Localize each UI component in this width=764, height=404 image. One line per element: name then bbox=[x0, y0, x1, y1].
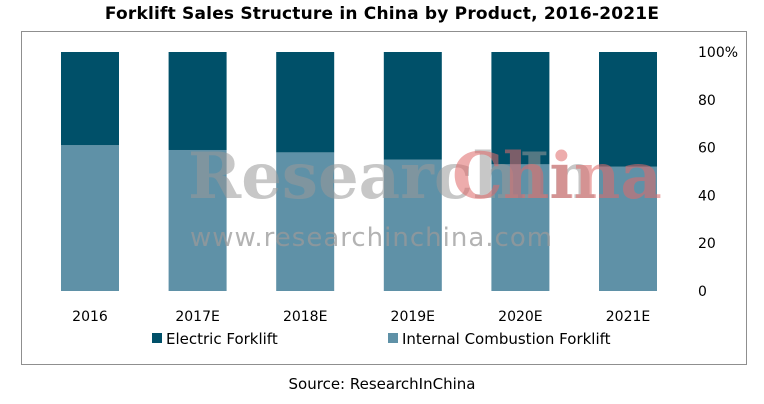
y-tick-label: 100% bbox=[698, 45, 738, 61]
bar-electric-2020E bbox=[491, 52, 550, 165]
x-tick-label: 2020E bbox=[498, 309, 542, 325]
bar-internal-combustion-2021E bbox=[599, 166, 657, 291]
bar-internal-combustion-2016 bbox=[61, 145, 119, 291]
bar-electric-2016 bbox=[61, 52, 119, 146]
watermark: ResearchIn China www.researchinchina.com bbox=[188, 139, 662, 253]
bar-internal-combustion-2019E bbox=[383, 159, 442, 291]
x-tick-label: 2021E bbox=[606, 309, 650, 325]
x-tick-label: 2019E bbox=[391, 309, 435, 325]
x-tick-label: 2017E bbox=[175, 309, 219, 325]
source-note: Source: ResearchInChina bbox=[288, 375, 476, 393]
y-tick-label: 40 bbox=[698, 188, 716, 204]
bar-electric-2018E bbox=[276, 52, 335, 153]
y-tick-label: 0 bbox=[698, 284, 707, 300]
y-tick-label: 20 bbox=[698, 236, 716, 252]
x-axis-ticks: 2016 2017E 2018E 2019E 2020E 2021E bbox=[72, 309, 650, 325]
legend-label: Internal Combustion Forklift bbox=[402, 330, 611, 348]
y-axis-ticks: 0 20 40 60 80 100% bbox=[698, 45, 738, 300]
watermark-brand-main: ResearchIn bbox=[188, 139, 596, 214]
bar-electric-2017E bbox=[168, 52, 227, 150]
legend-swatch bbox=[152, 333, 162, 343]
bar-internal-combustion-2018E bbox=[276, 152, 335, 291]
y-tick-label: 80 bbox=[698, 93, 716, 109]
watermark-url: www.researchinchina.com bbox=[190, 223, 553, 253]
bar-internal-combustion-2020E bbox=[491, 164, 550, 291]
chart-frame bbox=[21, 31, 747, 365]
bar-electric-2019E bbox=[383, 52, 442, 160]
y-tick-label: 60 bbox=[698, 141, 716, 157]
bars-group bbox=[61, 52, 657, 291]
x-tick-label: 2018E bbox=[283, 309, 327, 325]
bar-internal-combustion-2017E bbox=[168, 149, 227, 291]
watermark-brand-accent: China bbox=[452, 139, 662, 214]
legend-swatch bbox=[388, 333, 398, 343]
legend: Electric Forklift Internal Combustion For… bbox=[152, 330, 611, 348]
x-tick-label: 2016 bbox=[72, 309, 108, 325]
bar-electric-2021E bbox=[599, 52, 657, 167]
chart-title: Forklift Sales Structure in China by Pro… bbox=[104, 4, 660, 24]
legend-label: Electric Forklift bbox=[166, 330, 278, 348]
